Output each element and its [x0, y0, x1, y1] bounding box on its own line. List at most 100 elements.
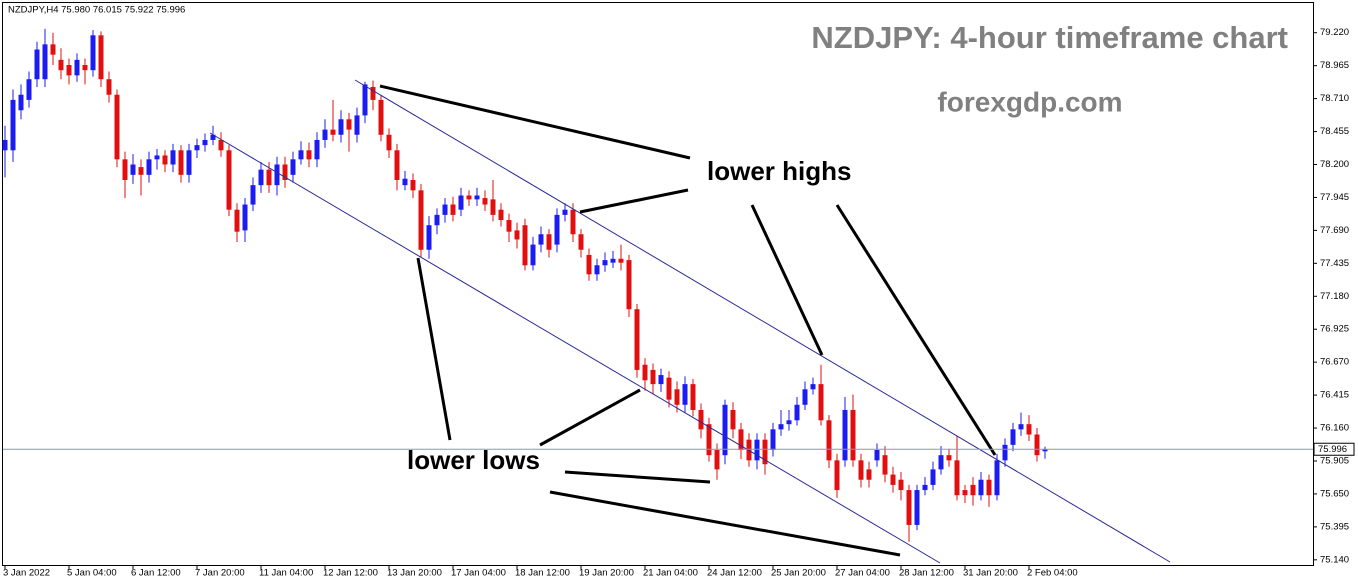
candle-body	[914, 490, 920, 525]
candle-body	[42, 44, 48, 80]
candle-body	[290, 159, 296, 175]
candle-body	[26, 79, 32, 100]
candle-body	[826, 420, 832, 461]
candle-body	[50, 44, 56, 55]
y-tick-label: 77.435	[1320, 258, 1349, 269]
candle-body	[274, 164, 280, 186]
x-tick-label: 12 Jan 12:00	[323, 568, 378, 579]
candle-body	[66, 65, 72, 76]
candle-body	[986, 479, 992, 496]
candle-body	[818, 384, 824, 421]
arrow	[579, 188, 689, 214]
candle-body	[546, 234, 552, 250]
candle-body	[554, 214, 560, 245]
candle-body	[842, 409, 848, 461]
candle-body	[786, 420, 792, 425]
x-tick-label: 18 Jan 12:00	[515, 568, 570, 579]
x-tick-label: 5 Jan 04:00	[67, 568, 117, 579]
arrow	[416, 257, 452, 441]
candle-body	[882, 455, 888, 475]
candle-body	[322, 129, 328, 140]
candle-body	[346, 119, 352, 130]
candle-body	[562, 209, 568, 215]
candle-body	[618, 258, 624, 263]
candle-body	[498, 209, 504, 221]
candle-body	[858, 460, 864, 480]
candle-body	[10, 99, 16, 151]
candle-body	[922, 484, 928, 491]
candle-body	[90, 35, 96, 71]
candle-body	[962, 490, 968, 496]
info-label: NZDJPY,H4 75.980 76.015 75.922 75.996	[8, 5, 185, 16]
arrow	[750, 204, 824, 356]
candle-body	[730, 409, 736, 430]
x-tick-label: 13 Jan 20:00	[387, 568, 442, 579]
candle-body	[170, 150, 176, 165]
candle-body	[442, 204, 448, 215]
y-tick-label: 77.945	[1320, 192, 1349, 203]
y-tick-label: 76.415	[1320, 390, 1349, 401]
chart-subtitle: forexgdp.com	[937, 86, 1122, 117]
x-tick-label: 27 Jan 04:00	[835, 568, 890, 579]
candle-body	[682, 384, 688, 405]
candle-body	[314, 139, 320, 160]
y-tick-label: 78.455	[1320, 126, 1349, 137]
current-price-label: 75.996	[1318, 444, 1347, 455]
candle-body	[890, 474, 896, 485]
x-tick-label: 24 Jan 12:00	[707, 568, 762, 579]
candle-body	[370, 86, 376, 100]
candle-body	[810, 384, 816, 390]
candle-body	[258, 169, 264, 186]
candle-body	[234, 209, 240, 232]
candle-body	[874, 450, 880, 461]
candle-body	[522, 225, 528, 266]
candle-body	[714, 450, 720, 470]
plot-frame	[2, 2, 1314, 566]
arrow	[379, 84, 691, 160]
y-tick-label: 75.140	[1320, 554, 1349, 565]
candle-body	[898, 479, 904, 491]
x-tick-label: 3 Jan 2022	[3, 568, 50, 579]
candle-body	[1034, 434, 1040, 456]
candle-body	[738, 429, 744, 451]
x-tick-label: 7 Jan 20:00	[195, 568, 245, 579]
x-tick-label: 28 Jan 12:00	[899, 568, 954, 579]
candle-body	[906, 490, 912, 525]
candle-body	[130, 164, 136, 175]
candle-body	[194, 145, 200, 151]
y-tick-label: 76.670	[1320, 357, 1349, 368]
candle-body	[226, 150, 232, 210]
x-tick-label: 2 Feb 04:00	[1027, 568, 1078, 579]
candle-body	[282, 164, 288, 180]
candle-body	[626, 260, 632, 310]
x-tick-label: 11 Jan 04:00	[259, 568, 313, 579]
candle-body	[218, 139, 224, 151]
y-tick-label: 79.220	[1320, 27, 1349, 38]
candle-body	[210, 134, 216, 140]
candle-body	[666, 377, 672, 400]
current-price-box	[1313, 442, 1355, 456]
candle-body	[978, 479, 984, 496]
candle-body	[162, 155, 168, 165]
arrow	[564, 470, 711, 484]
x-tick-label: 17 Jan 04:00	[451, 568, 506, 579]
candle-body	[466, 195, 472, 200]
candle-body	[514, 230, 520, 240]
candle-body	[434, 214, 440, 226]
candle-body	[418, 190, 424, 250]
y-tick-label: 77.180	[1320, 291, 1349, 302]
candle-body	[410, 179, 416, 191]
candle-body	[2, 139, 8, 151]
y-tick-label: 75.650	[1320, 488, 1349, 499]
candle-body	[402, 178, 408, 186]
candle-body	[762, 439, 768, 465]
annotation: lower lows	[407, 445, 540, 475]
candle-body	[602, 260, 608, 266]
candle-body	[954, 460, 960, 496]
candle-body	[242, 204, 248, 231]
candle-body	[458, 195, 464, 210]
candle-body	[946, 455, 952, 461]
candle-body	[146, 159, 152, 175]
candle-body	[394, 150, 400, 180]
